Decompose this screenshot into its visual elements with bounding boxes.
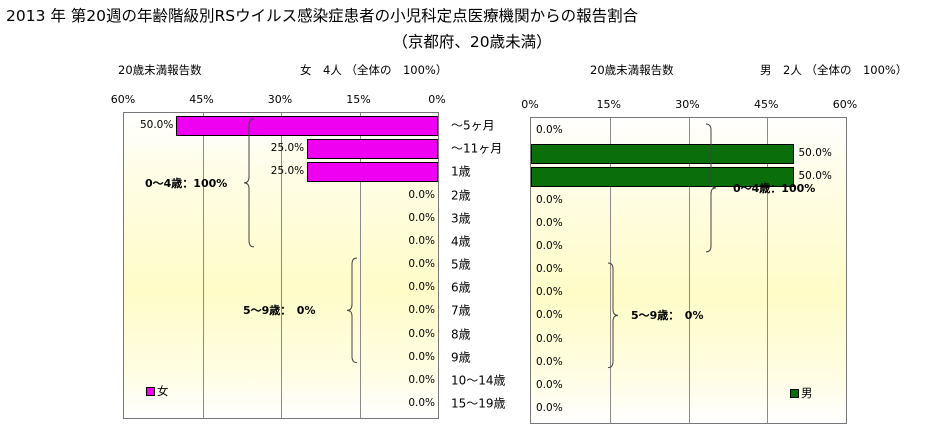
male-value-label: 0.0% bbox=[536, 309, 563, 322]
female-value-label: 0.0% bbox=[408, 234, 435, 247]
male-header-total: 男 2人 （全体の 100%） bbox=[760, 63, 908, 77]
category-label: ～5ヶ月 bbox=[451, 118, 495, 133]
male-legend-label: 男 bbox=[801, 386, 813, 400]
male-bar bbox=[531, 167, 794, 188]
male-group-brace bbox=[705, 123, 717, 253]
male-value-label: 0.0% bbox=[536, 216, 563, 229]
category-label: 1歳 bbox=[451, 164, 471, 179]
male-value-label: 0.0% bbox=[536, 193, 563, 206]
male-header-label: 20歳未満報告数 bbox=[590, 63, 674, 77]
male-tick-label: 60% bbox=[832, 98, 858, 111]
category-label: 8歳 bbox=[451, 327, 471, 342]
female-tick-label: 15% bbox=[346, 93, 371, 106]
female-legend: 女 bbox=[146, 383, 169, 399]
female-value-label: 0.0% bbox=[408, 397, 435, 410]
male-value-label: 0.0% bbox=[536, 286, 563, 299]
category-label: 15～19歳 bbox=[451, 396, 506, 411]
female-gridline bbox=[359, 113, 361, 418]
male-gridline bbox=[767, 118, 769, 423]
male-group-label: 0～4歳：100% bbox=[733, 181, 816, 195]
male-value-label: 0.0% bbox=[536, 355, 563, 368]
category-label: 5歳 bbox=[451, 257, 471, 272]
male-legend-swatch bbox=[790, 388, 799, 398]
male-group-label: 5～9歳： 0% bbox=[631, 309, 704, 323]
male-value-label: 0.0% bbox=[536, 239, 563, 252]
male-legend: 男 bbox=[790, 385, 813, 401]
female-value-label: 25.0% bbox=[270, 165, 305, 178]
male-tick-label: 45% bbox=[754, 98, 779, 111]
female-group-label: 0～4歳：100% bbox=[145, 176, 228, 190]
category-label: 3歳 bbox=[451, 211, 471, 226]
female-value-label: 0.0% bbox=[408, 188, 435, 201]
female-group-brace bbox=[243, 118, 255, 248]
female-plot-area bbox=[123, 112, 439, 419]
female-bar bbox=[307, 139, 438, 160]
female-value-label: 0.0% bbox=[408, 350, 435, 363]
category-label: 10～14歳 bbox=[451, 373, 506, 388]
male-group-brace-path bbox=[705, 123, 717, 253]
female-value-label: 0.0% bbox=[408, 304, 435, 317]
female-value-label: 0.0% bbox=[408, 327, 435, 340]
female-value-label: 0.0% bbox=[408, 373, 435, 386]
female-value-label: 0.0% bbox=[408, 211, 435, 224]
male-value-label: 0.0% bbox=[536, 402, 563, 415]
female-value-label: 50.0% bbox=[139, 119, 174, 131]
male-value-label: 50.0% bbox=[798, 147, 832, 160]
category-label: ～11ヶ月 bbox=[451, 141, 503, 156]
male-group-brace-path bbox=[607, 262, 619, 369]
chart-subtitle: （京都府、20歳未満） bbox=[392, 33, 552, 51]
female-group-brace-path bbox=[243, 118, 255, 248]
category-label: 7歳 bbox=[451, 303, 471, 318]
female-gridline bbox=[281, 113, 282, 418]
female-tick-label: 30% bbox=[267, 93, 293, 106]
female-tick-label: 0% bbox=[428, 93, 446, 106]
female-gridline bbox=[202, 113, 204, 418]
female-value-label: 25.0% bbox=[270, 142, 305, 155]
category-label: 6歳 bbox=[451, 280, 471, 295]
female-header-label: 20歳未満報告数 bbox=[118, 63, 202, 77]
male-value-label: 50.0% bbox=[798, 170, 832, 183]
male-tick-label: 30% bbox=[675, 98, 700, 111]
female-legend-swatch bbox=[146, 386, 155, 396]
male-gridline bbox=[688, 118, 690, 423]
female-value-label: 0.0% bbox=[408, 258, 435, 271]
male-value-label: 0.0% bbox=[536, 378, 563, 391]
female-bar bbox=[307, 162, 438, 183]
male-value-label: 0.0% bbox=[536, 124, 563, 136]
female-tick-label: 45% bbox=[189, 93, 214, 106]
male-plot-area bbox=[530, 117, 847, 424]
male-tick-label: 15% bbox=[596, 98, 621, 111]
chart-title: 2013 年 第20週の年齢階級別RSウイルス感染症患者の小児科定点医療機関から… bbox=[6, 7, 639, 25]
female-header-total: 女 4人 （全体の 100%） bbox=[300, 63, 448, 77]
male-group-brace bbox=[607, 262, 619, 369]
category-label: 4歳 bbox=[451, 234, 471, 249]
female-value-label: 0.0% bbox=[408, 281, 435, 294]
female-group-label: 5～9歳： 0% bbox=[243, 304, 316, 318]
male-tick-label: 0% bbox=[521, 98, 539, 111]
female-group-brace bbox=[346, 257, 358, 364]
female-group-brace-path bbox=[346, 257, 358, 364]
male-value-label: 0.0% bbox=[536, 332, 563, 345]
category-label: 9歳 bbox=[451, 350, 471, 365]
category-label: 2歳 bbox=[451, 188, 471, 202]
male-value-label: 0.0% bbox=[536, 263, 563, 276]
male-bar bbox=[531, 144, 794, 165]
male-gridline bbox=[609, 118, 611, 423]
female-bar bbox=[176, 116, 438, 136]
female-tick-label: 60% bbox=[110, 93, 136, 106]
female-legend-label: 女 bbox=[157, 384, 169, 398]
